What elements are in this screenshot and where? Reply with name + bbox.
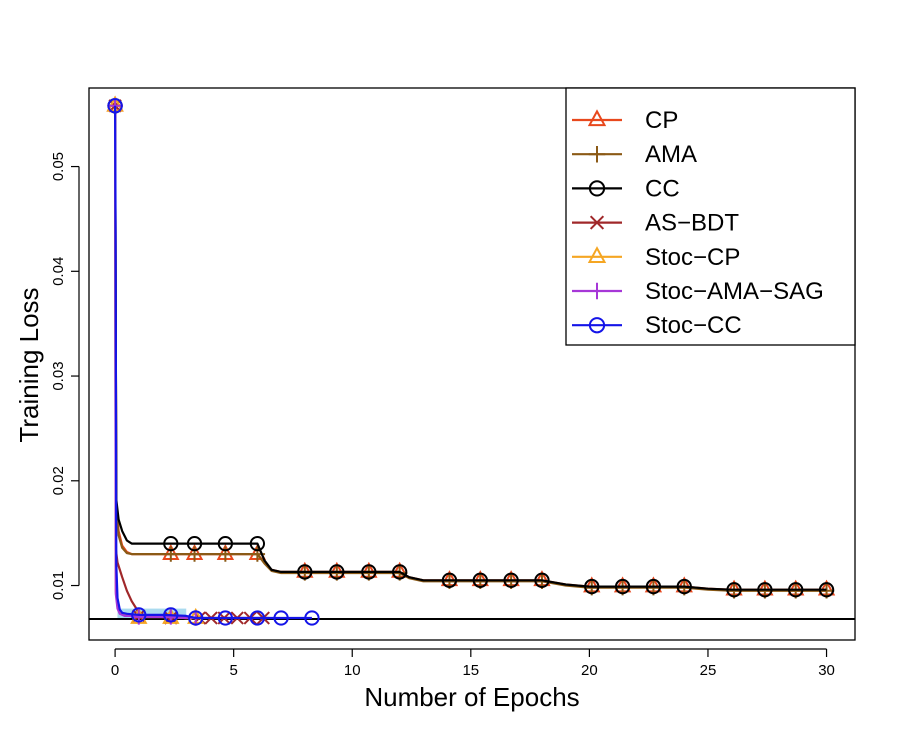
data-point — [329, 564, 345, 580]
x-axis: 0 5 10 15 20 25 30 — [111, 648, 835, 679]
series-7 — [107, 98, 320, 626]
legend-swatch-marker — [588, 282, 606, 300]
legend-item: Stoc−AMA−SAG — [572, 278, 824, 305]
legend-swatch-marker — [588, 317, 606, 334]
data-point — [441, 572, 458, 588]
y-tick-label: 0.04 — [50, 257, 67, 286]
data-point — [392, 564, 408, 580]
data-point — [163, 546, 179, 562]
data-point — [584, 578, 600, 595]
legend-swatch-marker — [588, 180, 606, 197]
legend-box — [565, 87, 856, 346]
legend-swatch-marker — [587, 246, 607, 263]
data-point — [249, 535, 266, 552]
x-tick-label: 5 — [229, 662, 237, 679]
legend-label: AS−BDT — [645, 210, 739, 237]
y-tick-label: 0.03 — [50, 361, 67, 390]
series-layer — [106, 95, 836, 626]
x-tick-label: 20 — [581, 662, 598, 679]
legend-label: Stoc−AMA−SAG — [645, 278, 824, 305]
data-point — [131, 607, 147, 623]
data-point — [676, 578, 692, 595]
data-point — [217, 546, 234, 562]
legend-label: AMA — [645, 141, 697, 168]
data-point — [757, 582, 773, 598]
data-point — [186, 546, 203, 562]
legend-item: AMA — [572, 141, 697, 168]
legend-label: CC — [645, 175, 680, 202]
data-point — [107, 98, 123, 114]
data-point — [217, 535, 234, 552]
legend-item: CC — [572, 175, 680, 202]
data-point — [818, 582, 835, 598]
x-tick-label: 30 — [818, 662, 835, 679]
legend-swatch-marker — [587, 109, 607, 127]
data-point — [188, 610, 204, 626]
data-point — [614, 578, 631, 595]
legend: CP AMA CC AS−BDT Stoc−CP Stoc−AMA−SAG Stoc−CC — [565, 87, 856, 346]
y-tick-label: 0.01 — [50, 571, 67, 600]
y-tick-label: 0.05 — [50, 152, 67, 181]
x-tick-label: 15 — [462, 662, 479, 679]
legend-label: Stoc−CC — [645, 312, 742, 339]
data-point — [163, 535, 179, 552]
legend-item: Stoc−CC — [572, 312, 742, 339]
data-point — [297, 564, 313, 580]
series-3 — [107, 98, 835, 598]
data-point — [534, 572, 550, 588]
plot-frame — [88, 87, 856, 641]
x-tick-label: 10 — [344, 662, 361, 679]
data-point — [503, 572, 519, 588]
data-point — [273, 610, 289, 626]
y-axis: 0.01 0.02 0.03 0.04 0.05 — [50, 152, 80, 600]
legend-label: CP — [645, 107, 678, 134]
data-point — [726, 582, 742, 598]
series-line — [114, 105, 827, 591]
data-point — [645, 578, 662, 595]
legend-item: CP — [572, 107, 678, 134]
legend-item: AS−BDT — [572, 210, 739, 237]
data-point — [472, 572, 488, 588]
data-point — [249, 610, 266, 626]
legend-label: Stoc−CP — [645, 244, 740, 271]
data-point — [217, 610, 234, 626]
x-axis-title: Number of Epochs — [364, 682, 579, 712]
legend-swatch-marker — [588, 145, 606, 163]
data-point — [304, 610, 320, 626]
legend-item: Stoc−CP — [572, 244, 740, 271]
data-point — [163, 607, 179, 623]
legend-swatch-marker — [589, 215, 605, 230]
x-tick-label: 25 — [700, 662, 717, 679]
y-axis-title: Training Loss — [14, 287, 44, 442]
x-tick-label: 0 — [111, 662, 119, 679]
data-point — [788, 582, 804, 598]
data-point — [361, 564, 377, 580]
data-point — [186, 535, 203, 552]
y-tick-label: 0.02 — [50, 466, 67, 495]
